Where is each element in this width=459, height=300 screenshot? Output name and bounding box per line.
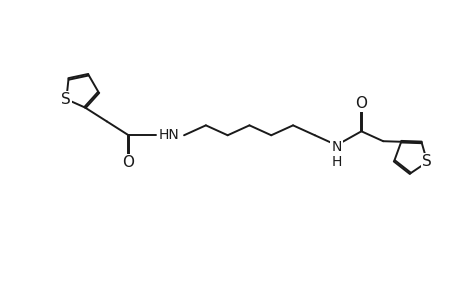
Text: O: O	[355, 96, 367, 111]
Text: HN: HN	[158, 128, 179, 142]
Text: N: N	[331, 140, 341, 154]
Text: H: H	[331, 155, 341, 169]
Text: O: O	[122, 155, 134, 170]
Text: S: S	[62, 92, 71, 107]
Text: S: S	[421, 154, 431, 169]
